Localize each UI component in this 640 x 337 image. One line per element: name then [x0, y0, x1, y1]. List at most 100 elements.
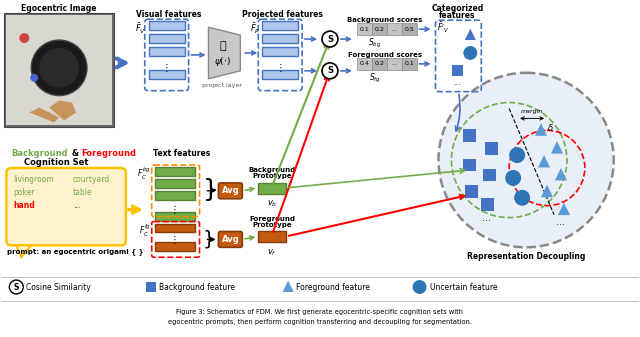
FancyBboxPatch shape [4, 13, 114, 127]
Text: }: } [202, 178, 218, 202]
Circle shape [10, 280, 23, 294]
Text: $S_{fg}$: $S_{fg}$ [369, 72, 381, 85]
Text: 🔒: 🔒 [219, 41, 226, 51]
Text: Foreground: Foreground [81, 149, 136, 158]
Text: Background scores: Background scores [347, 17, 422, 23]
Text: table: table [73, 188, 93, 197]
Circle shape [514, 190, 530, 206]
Text: Prototype: Prototype [252, 221, 292, 227]
Polygon shape [49, 100, 76, 120]
Text: ...: ... [454, 78, 461, 87]
Text: ⋮: ⋮ [170, 236, 179, 245]
FancyBboxPatch shape [372, 23, 387, 35]
Text: $\bar{F}_P$: $\bar{F}_P$ [250, 21, 260, 35]
Text: Categorized: Categorized [431, 4, 484, 13]
Text: livingroom: livingroom [13, 175, 54, 184]
Text: $\delta$: $\delta$ [547, 122, 554, 133]
Circle shape [30, 74, 38, 82]
Circle shape [31, 40, 87, 96]
Text: features: features [439, 11, 476, 20]
Text: $v_f$: $v_f$ [268, 247, 277, 258]
Bar [484, 142, 498, 155]
Circle shape [39, 48, 79, 88]
Text: S: S [327, 35, 333, 43]
Text: Projected features: Projected features [242, 10, 323, 19]
Text: Egocentric Image: Egocentric Image [21, 4, 97, 13]
Polygon shape [541, 185, 553, 197]
Text: egocentric prompts, then perform cognition transferring and decoupling for segme: egocentric prompts, then perform cogniti… [168, 319, 472, 325]
Text: Background: Background [248, 167, 296, 173]
Text: Foreground: Foreground [249, 216, 295, 221]
Text: 0.2: 0.2 [374, 27, 384, 32]
Text: ...: ... [482, 213, 491, 223]
Polygon shape [465, 29, 476, 40]
Text: hand: hand [13, 201, 35, 210]
Text: Figure 3: Schematics of FDM. We first generate egocentric-specific cognition set: Figure 3: Schematics of FDM. We first ge… [177, 309, 463, 315]
Bar [146, 282, 156, 292]
Polygon shape [558, 203, 570, 215]
FancyBboxPatch shape [155, 191, 195, 200]
Text: Uncertain feature: Uncertain feature [429, 282, 497, 292]
FancyBboxPatch shape [262, 70, 298, 79]
Circle shape [509, 147, 525, 163]
FancyBboxPatch shape [155, 223, 195, 233]
Polygon shape [17, 245, 31, 257]
Text: Prototype: Prototype [252, 173, 292, 179]
Text: $v_b$: $v_b$ [267, 199, 277, 209]
Text: $\bar{F}_V$: $\bar{F}_V$ [136, 21, 147, 35]
Circle shape [505, 170, 521, 186]
FancyBboxPatch shape [218, 232, 243, 247]
Circle shape [322, 31, 338, 47]
Polygon shape [29, 108, 59, 122]
FancyBboxPatch shape [372, 58, 387, 70]
Circle shape [463, 46, 477, 60]
Text: ...: ... [391, 61, 397, 66]
Text: 0.1: 0.1 [360, 27, 369, 32]
Polygon shape [209, 27, 241, 79]
Text: $S_{bg}$: $S_{bg}$ [368, 37, 381, 50]
FancyBboxPatch shape [148, 34, 184, 43]
Text: S: S [327, 66, 333, 75]
FancyBboxPatch shape [259, 232, 286, 242]
Text: Background feature: Background feature [159, 282, 235, 292]
Text: Avg: Avg [221, 235, 239, 244]
FancyBboxPatch shape [387, 58, 402, 70]
Polygon shape [283, 281, 294, 292]
Text: Foreground scores: Foreground scores [348, 52, 422, 58]
Text: project layer: project layer [202, 83, 243, 88]
Bar [6, 15, 112, 125]
Text: ⋮: ⋮ [170, 205, 179, 215]
FancyBboxPatch shape [402, 23, 417, 35]
Text: }: } [202, 230, 215, 249]
FancyBboxPatch shape [148, 70, 184, 79]
FancyBboxPatch shape [387, 23, 402, 35]
Text: ...: ... [391, 27, 397, 32]
Polygon shape [551, 141, 563, 154]
Text: &: & [69, 149, 82, 158]
Text: Text features: Text features [153, 149, 210, 158]
FancyBboxPatch shape [218, 183, 243, 199]
Text: S: S [13, 282, 19, 292]
Text: Background: Background [12, 149, 68, 158]
Text: 0.5: 0.5 [404, 27, 414, 32]
Circle shape [19, 33, 29, 43]
Text: $\bar{F}'_V$: $\bar{F}'_V$ [438, 21, 450, 35]
Circle shape [438, 73, 614, 247]
FancyBboxPatch shape [148, 47, 184, 56]
Circle shape [322, 63, 338, 79]
FancyBboxPatch shape [402, 58, 417, 70]
Text: poker: poker [13, 188, 35, 197]
Bar [481, 198, 493, 211]
FancyBboxPatch shape [262, 34, 298, 43]
Bar [463, 129, 476, 142]
Text: margin: margin [521, 110, 543, 115]
Bar [483, 168, 496, 181]
Circle shape [413, 280, 426, 294]
Bar [465, 185, 478, 198]
Bar [452, 65, 463, 76]
Text: ...: ... [556, 217, 566, 226]
FancyBboxPatch shape [155, 242, 195, 251]
Text: Cosine Similarity: Cosine Similarity [26, 282, 91, 292]
Text: 0.4: 0.4 [360, 61, 369, 66]
FancyBboxPatch shape [262, 47, 298, 56]
